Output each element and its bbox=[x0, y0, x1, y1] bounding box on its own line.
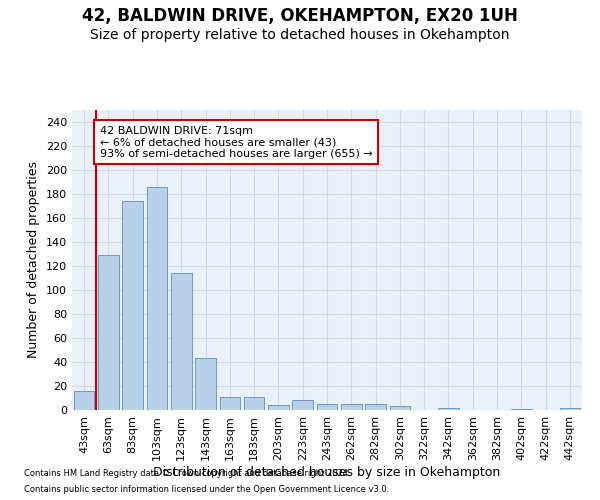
Bar bbox=[244, 397, 265, 410]
Text: Contains public sector information licensed under the Open Government Licence v3: Contains public sector information licen… bbox=[24, 485, 389, 494]
Bar bbox=[365, 404, 386, 410]
Bar bbox=[389, 406, 410, 410]
Bar bbox=[268, 405, 289, 410]
Bar bbox=[122, 201, 143, 410]
Bar bbox=[195, 358, 216, 410]
Bar bbox=[171, 273, 191, 410]
Bar bbox=[220, 397, 240, 410]
Bar bbox=[511, 409, 532, 410]
Bar bbox=[292, 400, 313, 410]
Bar bbox=[146, 187, 167, 410]
X-axis label: Distribution of detached houses by size in Okehampton: Distribution of detached houses by size … bbox=[154, 466, 500, 478]
Bar bbox=[341, 404, 362, 410]
Bar bbox=[74, 391, 94, 410]
Y-axis label: Number of detached properties: Number of detached properties bbox=[28, 162, 40, 358]
Bar bbox=[98, 255, 119, 410]
Text: 42, BALDWIN DRIVE, OKEHAMPTON, EX20 1UH: 42, BALDWIN DRIVE, OKEHAMPTON, EX20 1UH bbox=[82, 8, 518, 26]
Bar bbox=[438, 408, 459, 410]
Bar bbox=[317, 404, 337, 410]
Text: 42 BALDWIN DRIVE: 71sqm
← 6% of detached houses are smaller (43)
93% of semi-det: 42 BALDWIN DRIVE: 71sqm ← 6% of detached… bbox=[100, 126, 373, 159]
Bar bbox=[560, 408, 580, 410]
Text: Contains HM Land Registry data © Crown copyright and database right 2024.: Contains HM Land Registry data © Crown c… bbox=[24, 468, 350, 477]
Text: Size of property relative to detached houses in Okehampton: Size of property relative to detached ho… bbox=[90, 28, 510, 42]
